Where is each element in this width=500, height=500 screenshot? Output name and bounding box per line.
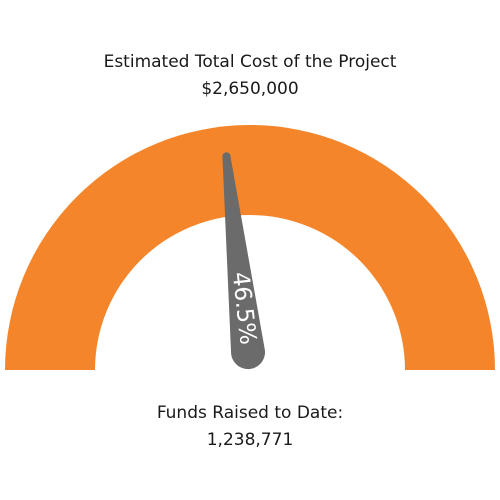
needle xyxy=(222,152,265,370)
footer-value: 1,238,771 xyxy=(207,430,294,450)
chart-title: Estimated Total Cost of the Project xyxy=(104,52,397,72)
needle-group: 46.5% xyxy=(222,152,265,370)
gauge-band xyxy=(5,125,495,370)
chart-subtitle: $2,650,000 xyxy=(201,79,298,99)
footer-label: Funds Raised to Date: xyxy=(157,403,343,423)
